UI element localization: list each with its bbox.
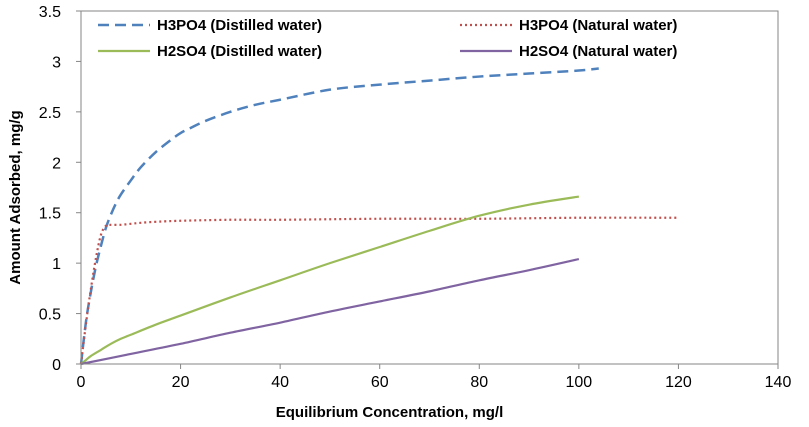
series-line-1 bbox=[79, 216, 679, 365]
legend-label-1: H3PO4 (Natural water) bbox=[519, 17, 677, 34]
y-tick-label: 0.5 bbox=[39, 307, 61, 324]
legend-label-0: H3PO4 (Distilled water) bbox=[157, 17, 322, 34]
legend: H3PO4 (Distilled water) H3PO4 (Natural wa… bbox=[98, 17, 677, 60]
y-tick-label: 1.5 bbox=[39, 206, 61, 223]
x-tick-label: 60 bbox=[371, 374, 389, 391]
y-tick-label: 2.5 bbox=[39, 105, 61, 122]
series-line-0 bbox=[79, 67, 599, 365]
x-axis-title: Equilibrium Concentration, mg/l bbox=[276, 404, 504, 421]
series-line-3 bbox=[80, 258, 580, 366]
y-tick-label: 1 bbox=[52, 256, 61, 273]
x-tick-label: 40 bbox=[271, 374, 289, 391]
x-tick-label: 80 bbox=[470, 374, 488, 391]
series-lines bbox=[79, 67, 679, 366]
x-tick-label: 120 bbox=[665, 374, 692, 391]
legend-label-3: H2SO4 (Natural water) bbox=[519, 43, 677, 60]
y-tick-label: 0 bbox=[52, 357, 61, 374]
y-tick-label: 3 bbox=[52, 54, 61, 71]
axes: 0 20 40 60 80 100 120 140 0 0.5 1 1.5 2 2.5 3 3.5 bbox=[39, 4, 792, 391]
y-tick-label: 2 bbox=[52, 155, 61, 172]
legend-label-2: H2SO4 (Distilled water) bbox=[157, 43, 322, 60]
y-tick-label: 3.5 bbox=[39, 4, 61, 21]
y-axis-title: Amount Adsorbed, mg/g bbox=[7, 110, 24, 284]
x-tick-label: 0 bbox=[77, 374, 86, 391]
series-line-2 bbox=[80, 195, 580, 365]
x-tick-label: 20 bbox=[172, 374, 190, 391]
x-tick-label: 100 bbox=[566, 374, 593, 391]
x-tick-label: 140 bbox=[765, 374, 792, 391]
